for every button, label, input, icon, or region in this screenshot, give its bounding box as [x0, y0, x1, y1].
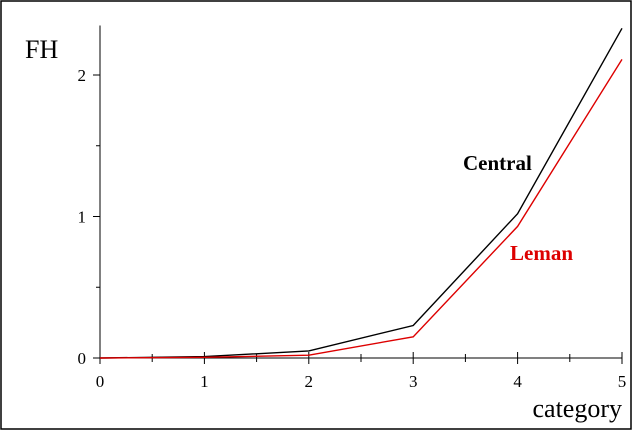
- x-tick-label: 4: [513, 372, 522, 391]
- x-tick-label: 0: [96, 372, 105, 391]
- x-tick-label: 5: [618, 372, 627, 391]
- x-axis-title: category: [532, 394, 622, 423]
- series-line-leman: [99, 59, 623, 359]
- series-label-central: Central: [463, 151, 532, 175]
- x-tick-label: 2: [305, 372, 314, 391]
- x-tick-label: 3: [409, 372, 418, 391]
- y-tick-label: 1: [78, 208, 87, 227]
- x-tick-label: 1: [200, 372, 209, 391]
- y-axis-title: FH: [25, 35, 58, 64]
- series-lines: [99, 27, 623, 359]
- series-label-leman: Leman: [510, 241, 573, 265]
- y-tick-label: 0: [78, 349, 87, 368]
- y-tick-label: 2: [78, 66, 87, 85]
